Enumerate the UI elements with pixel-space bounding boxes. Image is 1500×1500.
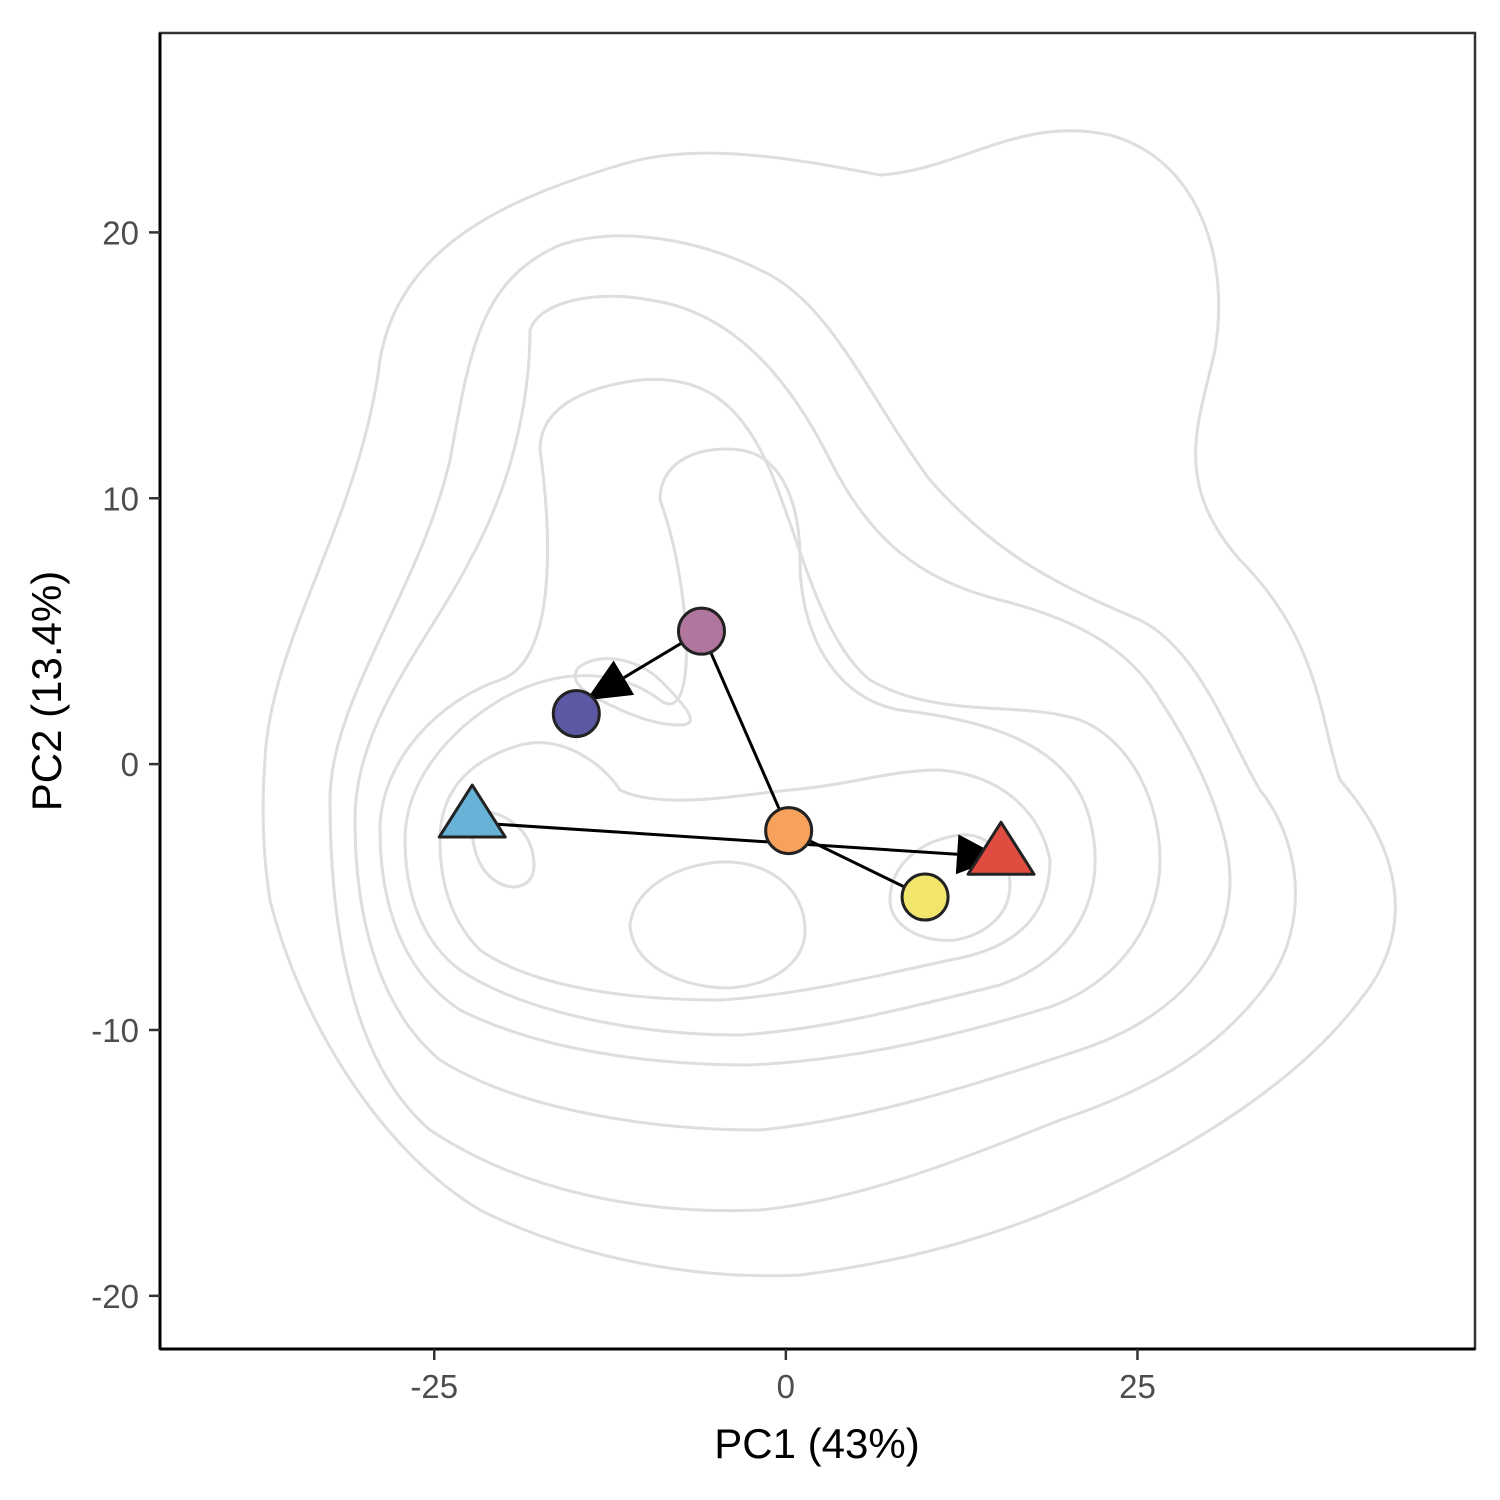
y-tick-label: 0 <box>121 746 139 783</box>
point-circle <box>676 606 726 656</box>
arrowhead <box>955 834 1002 875</box>
contour-1 <box>261 129 1397 1278</box>
arrowhead <box>586 660 635 701</box>
trajectory-segment <box>700 630 791 832</box>
point-circle <box>900 872 950 922</box>
x-tick-label: -25 <box>410 1368 458 1405</box>
x-tick-label: 25 <box>1119 1368 1156 1405</box>
contour-6 <box>438 741 1052 1002</box>
y-tick-label: 10 <box>102 480 139 517</box>
axis-ticks: -25 0 25 -20 -10 0 10 20 <box>91 214 1156 1405</box>
trajectory-segment <box>472 821 958 856</box>
y-tick-label: -20 <box>91 1278 139 1315</box>
contour-5 <box>403 447 1097 1037</box>
contour-10 <box>888 833 1012 942</box>
point-triangle <box>966 820 1036 876</box>
contour-9 <box>628 860 807 990</box>
data-points <box>437 606 1036 922</box>
point-circle <box>551 689 601 739</box>
y-axis-title: PC2 (13.4%) <box>23 571 70 811</box>
trajectory-arrows <box>472 629 1002 899</box>
density-contours <box>261 129 1397 1278</box>
x-axis-title: PC1 (43%) <box>714 1420 919 1467</box>
point-triangle <box>437 783 507 839</box>
point-circle <box>764 806 814 856</box>
contour-2 <box>328 234 1297 1213</box>
trajectory-segment <box>788 829 926 899</box>
y-tick-label: 20 <box>102 214 139 251</box>
contour-3 <box>353 294 1232 1132</box>
y-tick-label: -10 <box>91 1012 139 1049</box>
contour-4 <box>378 377 1162 1067</box>
x-tick-label: 0 <box>777 1368 795 1405</box>
